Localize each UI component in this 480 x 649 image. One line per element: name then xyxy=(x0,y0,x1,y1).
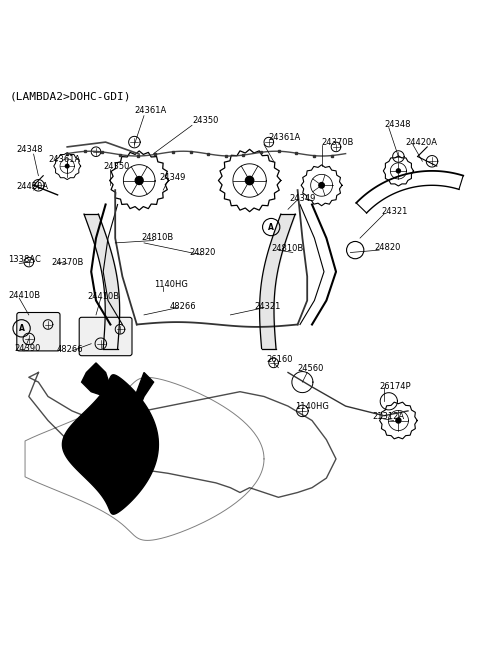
Text: A: A xyxy=(19,324,24,333)
Text: 48266: 48266 xyxy=(169,302,196,312)
Text: 24349: 24349 xyxy=(289,194,316,202)
Text: 24390: 24390 xyxy=(14,344,41,353)
Text: 1140HG: 1140HG xyxy=(154,280,188,289)
Text: 24361A: 24361A xyxy=(269,133,301,141)
Circle shape xyxy=(396,169,400,173)
Polygon shape xyxy=(82,363,110,397)
Text: 24350: 24350 xyxy=(192,116,218,125)
Text: 24820: 24820 xyxy=(374,243,401,252)
Text: 24420A: 24420A xyxy=(17,182,49,191)
FancyBboxPatch shape xyxy=(17,313,60,351)
Text: 21312A: 21312A xyxy=(372,412,404,421)
Text: 26174P: 26174P xyxy=(379,382,411,391)
Polygon shape xyxy=(96,430,125,478)
Text: (LAMBDA2>DOHC-GDI): (LAMBDA2>DOHC-GDI) xyxy=(10,92,131,102)
Text: 1338AC: 1338AC xyxy=(8,255,41,264)
Text: 24348: 24348 xyxy=(384,120,410,129)
Polygon shape xyxy=(62,374,158,514)
Text: 24810B: 24810B xyxy=(271,244,303,253)
Circle shape xyxy=(319,182,324,188)
Polygon shape xyxy=(130,373,154,421)
Text: 48266: 48266 xyxy=(57,345,83,354)
Polygon shape xyxy=(106,454,144,483)
Text: 24820: 24820 xyxy=(190,248,216,257)
Text: 24348: 24348 xyxy=(17,145,43,154)
Text: 26160: 26160 xyxy=(266,355,293,364)
Text: 24350: 24350 xyxy=(103,162,130,171)
Text: 24810B: 24810B xyxy=(142,232,174,241)
Text: 24361A: 24361A xyxy=(134,106,167,116)
Text: 24420A: 24420A xyxy=(406,138,438,147)
Circle shape xyxy=(396,418,401,423)
Text: 24361A: 24361A xyxy=(48,155,80,164)
Text: 24349: 24349 xyxy=(160,173,186,182)
Circle shape xyxy=(65,164,69,168)
Text: 24321: 24321 xyxy=(382,207,408,216)
Text: 24370B: 24370B xyxy=(322,138,354,147)
FancyBboxPatch shape xyxy=(79,317,132,356)
Text: 24560: 24560 xyxy=(298,364,324,373)
Circle shape xyxy=(245,177,254,185)
Text: 1140HG: 1140HG xyxy=(295,402,329,411)
Text: 24410B: 24410B xyxy=(88,292,120,301)
Text: A: A xyxy=(268,223,274,232)
Text: 24370B: 24370B xyxy=(51,258,84,267)
Text: 24410B: 24410B xyxy=(8,291,40,300)
Circle shape xyxy=(135,177,143,184)
Text: 24321: 24321 xyxy=(254,302,281,312)
